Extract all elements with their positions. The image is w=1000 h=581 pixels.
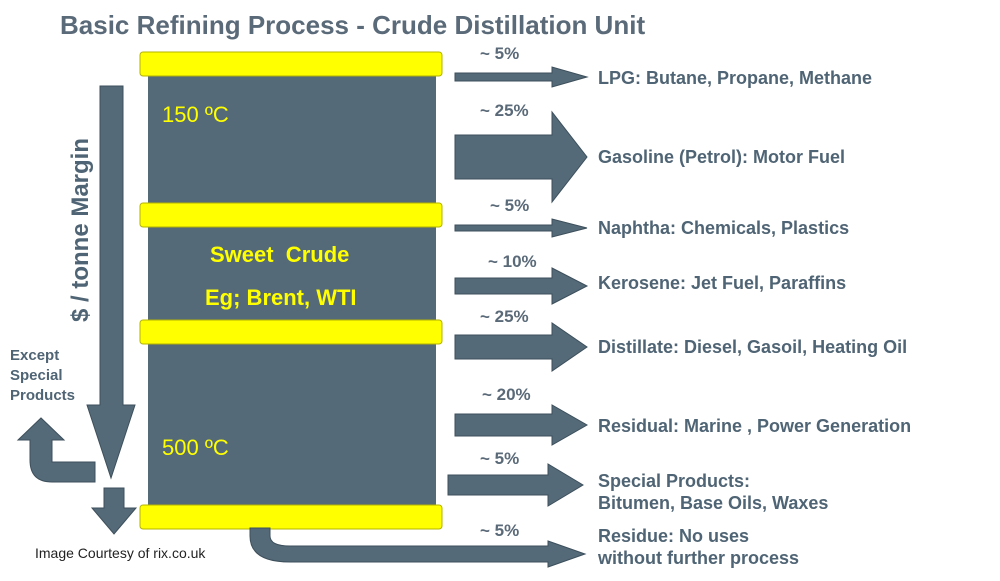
except-return-arrow bbox=[16, 417, 96, 483]
margin-down-arrow bbox=[86, 85, 136, 480]
distillation-column bbox=[148, 66, 436, 516]
temperature-top: 150 ºC bbox=[162, 102, 229, 127]
crude-name: Sweet Crude bbox=[210, 242, 349, 267]
product-label-residue-line1: Residue: No uses bbox=[598, 526, 749, 546]
diagram-title: Basic Refining Process - Crude Distillat… bbox=[60, 10, 645, 40]
fraction-pct: ~ 25% bbox=[480, 307, 529, 326]
product-label-gasoline: Gasoline (Petrol): Motor Fuel bbox=[598, 147, 845, 167]
product-label-residue-line2: without further process bbox=[597, 548, 799, 568]
product-label-special-line2: Bitumen, Base Oils, Waxes bbox=[598, 493, 828, 513]
fraction-pct: ~ 25% bbox=[480, 101, 529, 120]
fraction-pct: ~ 5% bbox=[480, 44, 519, 63]
arrow-special-products bbox=[447, 463, 584, 507]
arrow-naphtha bbox=[454, 218, 588, 238]
temperature-bottom: 500 ºC bbox=[162, 435, 229, 460]
fraction-pct: ~ 10% bbox=[488, 252, 537, 271]
fraction-pct: ~ 5% bbox=[480, 521, 519, 540]
column-band-3 bbox=[139, 319, 443, 345]
fraction-pct: ~ 5% bbox=[480, 449, 519, 468]
product-label-kerosene: Kerosene: Jet Fuel, Paraffins bbox=[598, 273, 846, 293]
bottom-down-arrow bbox=[90, 487, 138, 535]
product-label-naphtha: Naphtha: Chemicals, Plastics bbox=[598, 218, 849, 238]
image-credit: Image Courtesy of rix.co.uk bbox=[35, 545, 206, 561]
product-label-residual: Residual: Marine , Power Generation bbox=[598, 416, 911, 436]
product-label-distillate: Distillate: Diesel, Gasoil, Heating Oil bbox=[598, 337, 907, 357]
column-band-2 bbox=[139, 202, 443, 228]
arrow-kerosene bbox=[454, 267, 589, 305]
column-band-bottom bbox=[139, 504, 443, 530]
except-label-line3: Products bbox=[10, 387, 75, 404]
product-label-lpg: LPG: Butane, Propane, Methane bbox=[598, 68, 872, 88]
arrow-residue bbox=[249, 527, 587, 568]
arrow-residual bbox=[454, 404, 589, 446]
arrow-lpg bbox=[454, 66, 589, 88]
arrow-gasoline bbox=[454, 110, 588, 204]
column-band-top bbox=[139, 51, 443, 77]
product-label-special-line1: Special Products: bbox=[598, 471, 750, 491]
except-label-line2: Special bbox=[10, 367, 63, 384]
crude-examples: Eg; Brent, WTI bbox=[205, 285, 357, 310]
fraction-pct: ~ 20% bbox=[482, 385, 531, 404]
fraction-pct: ~ 5% bbox=[490, 196, 529, 215]
margin-label: $ / tonne Margin bbox=[67, 138, 94, 322]
arrow-distillate bbox=[454, 322, 588, 372]
except-label-line1: Except bbox=[10, 347, 59, 364]
